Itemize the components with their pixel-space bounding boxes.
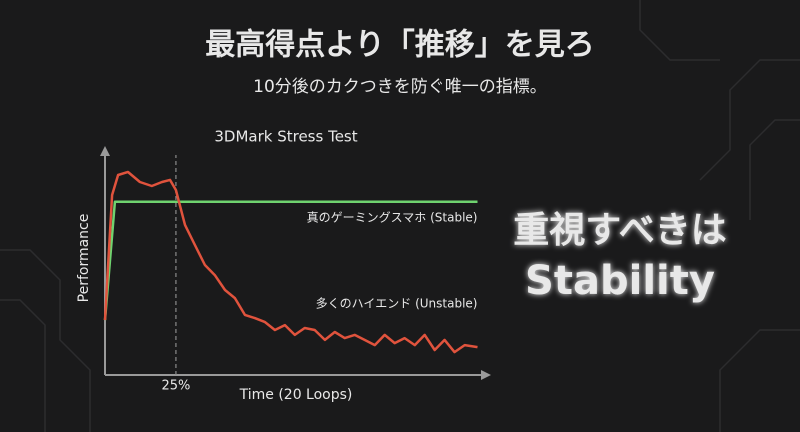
y-axis-arrow [100,146,110,156]
axes [100,146,491,380]
callout-line: Stability [525,258,715,304]
x-axis-label: Time (20 Loops) [239,387,353,403]
series-line [103,170,478,354]
legend-label: 真のゲーミングスマホ (Stable) [307,211,478,225]
slide-title: 最高得点より「推移」を見ろ [205,28,594,63]
y-axis-label: Performance [76,214,92,303]
x-tick-label: 25% [161,379,190,394]
chart-title: 3DMark Stress Test [214,128,357,146]
x-axis-arrow [481,370,491,380]
legend-label: 多くのハイエンド (Unstable) [316,297,478,311]
callout-line: 重視すべきは [513,210,726,251]
slide-subtitle: 10分後のカクつきを防ぐ唯一の指標。 [253,77,547,97]
